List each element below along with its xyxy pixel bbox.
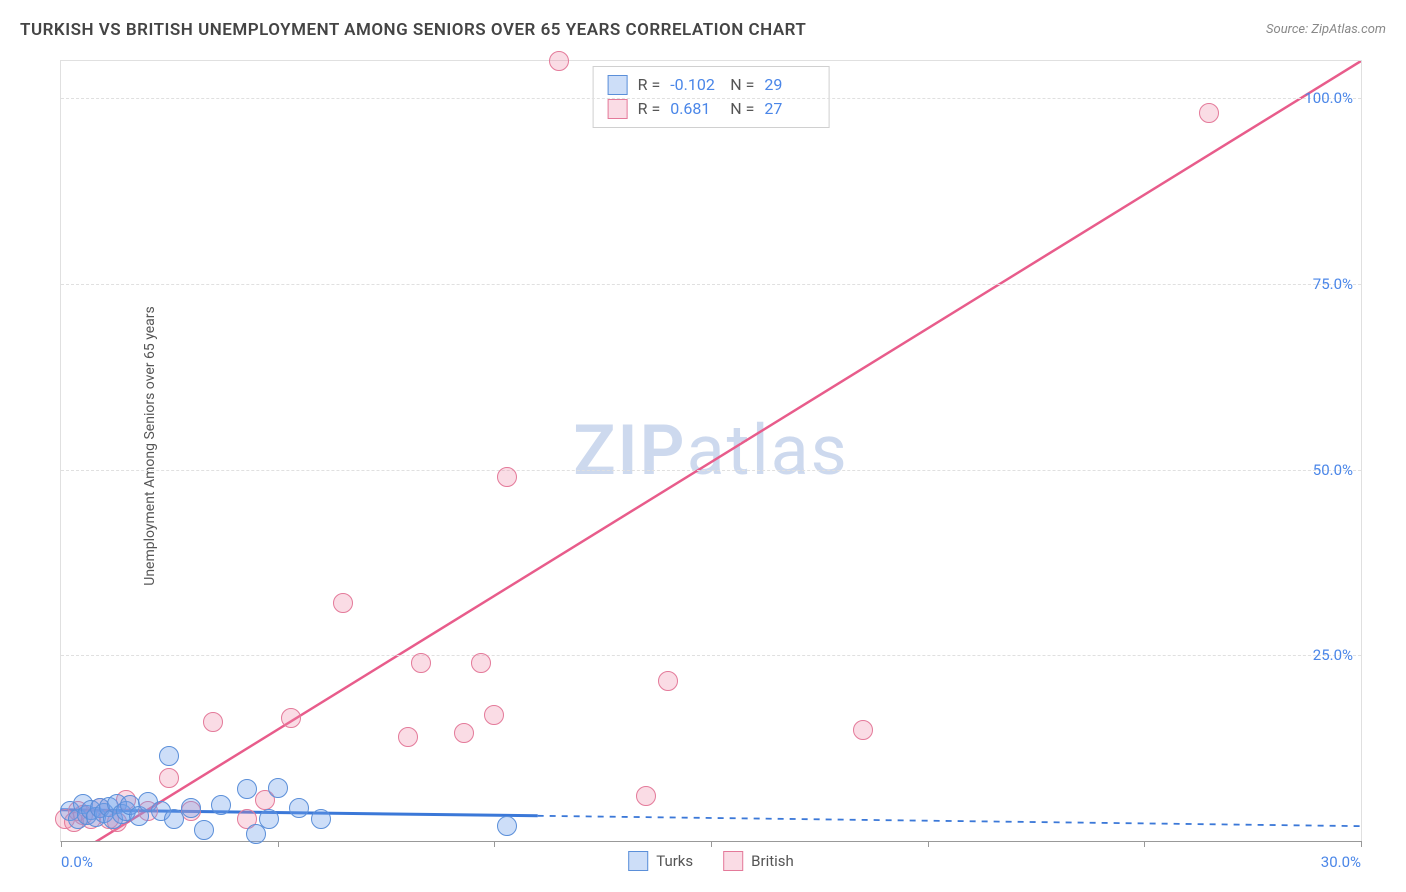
gridline bbox=[61, 98, 1361, 99]
scatter-point-british bbox=[454, 723, 474, 743]
r-value-turks: -0.102 bbox=[670, 73, 720, 97]
plot-area: ZIPatlas R = -0.102 N = 29 R = 0.681 N =… bbox=[60, 60, 1362, 842]
scatter-point-turks bbox=[211, 795, 231, 815]
x-tick bbox=[278, 841, 279, 847]
gridline bbox=[61, 284, 1361, 285]
scatter-point-turks bbox=[268, 778, 288, 798]
x-tick bbox=[928, 841, 929, 847]
stats-row-turks: R = -0.102 N = 29 bbox=[608, 73, 815, 97]
scatter-point-british bbox=[159, 768, 179, 788]
legend-swatch-british bbox=[723, 851, 743, 871]
x-tick-label: 0.0% bbox=[61, 853, 93, 871]
n-value-turks: 29 bbox=[764, 73, 814, 97]
scatter-point-british bbox=[333, 593, 353, 613]
legend-label-turks: Turks bbox=[656, 852, 693, 870]
scatter-point-british bbox=[636, 786, 656, 806]
scatter-point-turks bbox=[237, 779, 257, 799]
y-tick-label: 75.0% bbox=[1313, 275, 1353, 293]
source-label: Source: ZipAtlas.com bbox=[1266, 22, 1386, 37]
scatter-point-turks bbox=[194, 820, 214, 840]
r-value-british: 0.681 bbox=[670, 97, 720, 121]
scatter-point-british bbox=[411, 653, 431, 673]
x-tick-label: 30.0% bbox=[1321, 853, 1361, 871]
x-tick bbox=[494, 841, 495, 847]
scatter-point-british bbox=[203, 712, 223, 732]
watermark: ZIPatlas bbox=[573, 410, 849, 492]
swatch-british bbox=[608, 99, 628, 119]
x-tick bbox=[1361, 841, 1362, 847]
scatter-point-turks bbox=[289, 798, 309, 818]
chart-title: TURKISH VS BRITISH UNEMPLOYMENT AMONG SE… bbox=[20, 20, 806, 40]
watermark-atlas: atlas bbox=[687, 410, 849, 492]
legend-swatch-turks bbox=[628, 851, 648, 871]
scatter-point-turks bbox=[181, 798, 201, 818]
r-label-turks: R = bbox=[638, 73, 661, 97]
scatter-point-turks bbox=[497, 816, 517, 836]
scatter-point-british bbox=[471, 653, 491, 673]
x-tick bbox=[61, 841, 62, 847]
n-value-british: 27 bbox=[764, 97, 814, 121]
scatter-point-british bbox=[549, 51, 569, 71]
series-legend: Turks British bbox=[628, 851, 794, 871]
scatter-point-turks bbox=[311, 809, 331, 829]
gridline bbox=[61, 655, 1361, 656]
swatch-turks bbox=[608, 75, 628, 95]
y-tick-label: 100.0% bbox=[1304, 89, 1353, 107]
stats-row-british: R = 0.681 N = 27 bbox=[608, 97, 815, 121]
scatter-point-british bbox=[281, 708, 301, 728]
x-tick bbox=[1144, 841, 1145, 847]
scatter-point-turks bbox=[159, 746, 179, 766]
regression-lines bbox=[61, 61, 1361, 841]
legend-item-british: British bbox=[723, 851, 794, 871]
y-tick-label: 50.0% bbox=[1313, 461, 1353, 479]
stats-legend: R = -0.102 N = 29 R = 0.681 N = 27 bbox=[593, 66, 830, 128]
scatter-point-british bbox=[1199, 103, 1219, 123]
scatter-point-british bbox=[497, 467, 517, 487]
scatter-point-turks bbox=[259, 809, 279, 829]
scatter-point-british bbox=[853, 720, 873, 740]
scatter-point-turks bbox=[164, 809, 184, 829]
scatter-point-british bbox=[484, 705, 504, 725]
legend-item-turks: Turks bbox=[628, 851, 693, 871]
n-label-british: N = bbox=[730, 97, 754, 121]
y-tick-label: 25.0% bbox=[1313, 646, 1353, 664]
gridline bbox=[61, 470, 1361, 471]
scatter-point-british bbox=[658, 671, 678, 691]
x-tick bbox=[711, 841, 712, 847]
n-label-turks: N = bbox=[730, 73, 754, 97]
scatter-point-british bbox=[398, 727, 418, 747]
r-label-british: R = bbox=[638, 97, 661, 121]
watermark-zip: ZIP bbox=[573, 410, 686, 492]
legend-label-british: British bbox=[751, 852, 794, 870]
